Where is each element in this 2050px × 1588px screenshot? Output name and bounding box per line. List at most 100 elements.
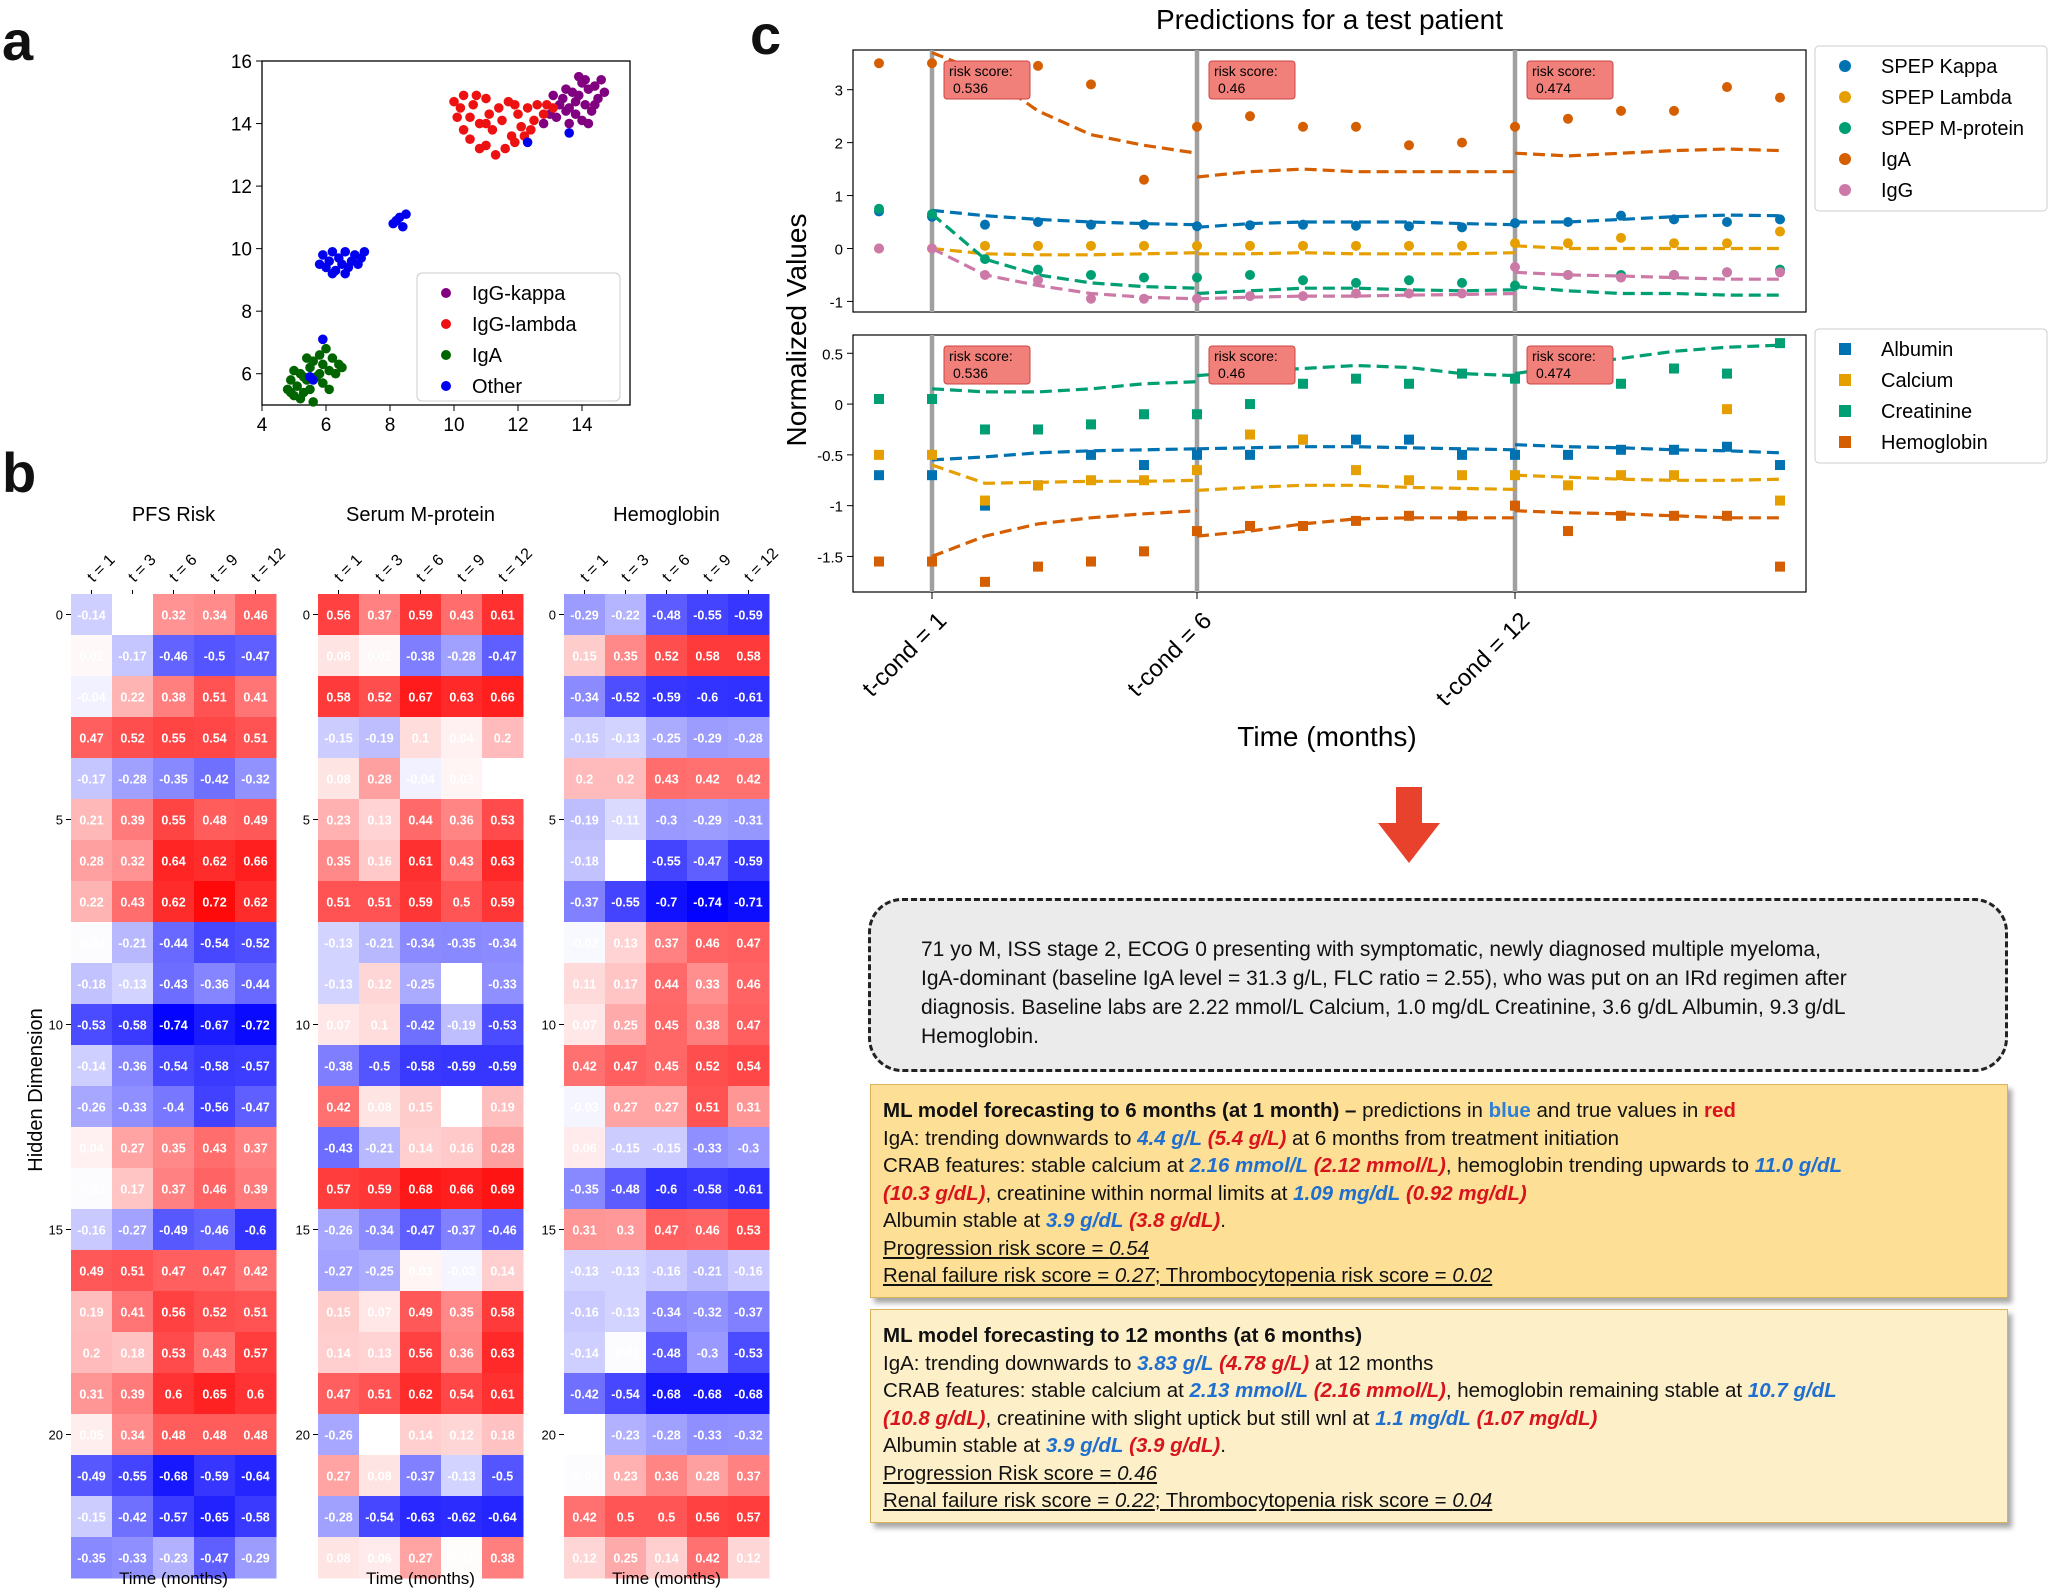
observed-point: [1086, 419, 1096, 430]
heatmap-cell: [605, 1414, 647, 1456]
heatmap-value: 0.37: [654, 937, 678, 951]
plot-a-point: [497, 115, 507, 126]
heatmap-value: -0.6: [245, 1224, 267, 1238]
heatmap-cell: [441, 717, 483, 759]
heatmap-cell: [318, 717, 360, 759]
heatmap-cell: [482, 676, 524, 718]
plot-a-point: [455, 103, 466, 113]
heatmap-value: 0.63: [449, 691, 473, 705]
heatmap-cell: [112, 1127, 154, 1169]
observed-point: [1351, 515, 1361, 526]
heatmap-value: -0.37: [570, 896, 599, 910]
heatmap-row-label: 0: [56, 608, 63, 623]
plot-a-point: [561, 106, 571, 116]
observed-point: [1245, 269, 1255, 280]
heatmap-value: 0.34: [202, 609, 226, 623]
heatmap-cell: [194, 1496, 236, 1538]
observed-point: [1669, 444, 1679, 455]
heatmap-cell: [112, 1291, 154, 1333]
heatmap-cell: [235, 676, 277, 718]
plot-a-point: [340, 246, 351, 257]
heatmap-value: 0.37: [161, 1183, 185, 1197]
observed-point: [1722, 238, 1732, 249]
heatmap-value: 0.2: [576, 773, 593, 787]
heatmap-value: -0.3: [738, 1142, 760, 1156]
heatmap-value: 0.39: [243, 1183, 267, 1197]
heatmap-cell: [728, 922, 770, 964]
heatmap-value: 0.62: [161, 896, 185, 910]
plot-a-point: [318, 334, 328, 345]
heatmap-cell: [687, 1168, 729, 1210]
heatmap-value: -0.46: [159, 650, 188, 664]
chart-c-xtick-label: t-cond = 12: [1431, 607, 1535, 711]
heatmap-cell: [728, 1496, 770, 1538]
plot-a-point: [465, 134, 475, 144]
chart-c-ytick-label: 0: [835, 397, 843, 414]
heatmap-value: 0.42: [572, 1060, 596, 1074]
heatmap-value: -0.34: [570, 691, 599, 705]
heatmap-value: -0.35: [77, 1552, 106, 1566]
plot-a-point: [522, 137, 533, 148]
observed-point: [874, 449, 884, 460]
plot-a-point: [305, 384, 315, 395]
plot-a-point: [318, 359, 328, 370]
heatmap-cell: [71, 676, 113, 718]
heatmap-value: -0.34: [488, 937, 517, 951]
heatmap-value: -0.54: [365, 1511, 394, 1525]
heatmap-value: -0.49: [77, 1470, 106, 1484]
heatmap-value: -0.33: [118, 1101, 147, 1115]
heatmap-cell: [687, 1455, 729, 1497]
heatmap-row-label: 10: [542, 1018, 556, 1033]
observed-point: [1245, 220, 1255, 231]
heatmap-cell: [359, 1045, 401, 1087]
heatmap-cell: [646, 1373, 688, 1415]
heatmap-cell: [441, 1414, 483, 1456]
observed-point: [1669, 363, 1679, 374]
heatmap-cell: [441, 635, 483, 677]
forecast-crab-line: CRAB features: stable calcium at 2.13 mm…: [883, 1379, 1837, 1402]
heatmap-cell: [400, 922, 442, 964]
heatmap-cell: [318, 1414, 360, 1456]
prediction-line: [931, 509, 1198, 558]
plot-a-point: [564, 118, 574, 129]
observed-point: [1245, 520, 1255, 531]
heatmap-value: 0.53: [736, 1224, 760, 1238]
heatmap-cell: [71, 635, 113, 677]
heatmap-cell: [482, 1291, 524, 1333]
heatmap-value: -0.03: [447, 1265, 476, 1279]
heatmap-cell: [71, 1168, 113, 1210]
risk-score-box: [943, 60, 1031, 100]
heatmap-cell: [441, 799, 483, 841]
heatmap-cell: [400, 1168, 442, 1210]
heatmap-value: 0.34: [120, 1429, 144, 1443]
heatmap-column-label: t = 9: [700, 551, 734, 585]
heatmap-cell: [400, 1291, 442, 1333]
heatmap-value: 0.35: [326, 855, 350, 869]
heatmap-value: -0.16: [652, 1265, 681, 1279]
heatmap-value: 0.52: [202, 1306, 226, 1320]
heatmap-cell: [646, 1537, 688, 1579]
heatmap-value: -0.59: [734, 855, 763, 869]
heatmap-value: -0.43: [324, 1142, 353, 1156]
legend-label: SPEP Kappa: [1881, 56, 1998, 78]
observed-point: [1351, 240, 1361, 251]
heatmap-cell: [112, 1537, 154, 1579]
heatmap-value: -0.27: [118, 1224, 147, 1238]
observed-point: [1616, 444, 1626, 455]
heatmap-value: 0.27: [654, 1101, 678, 1115]
heatmap-cell: [646, 1168, 688, 1210]
heatmap-value: -0.5: [369, 1060, 391, 1074]
plot-a-point: [359, 246, 370, 257]
heatmap-value: -0.59: [734, 609, 763, 623]
observed-point: [1192, 409, 1202, 420]
heatmap-cell: [564, 1168, 606, 1210]
heatmap-value: -0.03: [570, 1101, 599, 1115]
observed-point: [1404, 475, 1414, 486]
heatmap-cell: [194, 1332, 236, 1374]
observed-point: [1245, 111, 1255, 122]
prediction-line: [1514, 473, 1781, 482]
plot-a-point: [318, 378, 328, 388]
heatmap-cell: [646, 840, 688, 882]
plot-a-ytick-label: 12: [231, 177, 252, 198]
heatmap-value: -0.28: [652, 1429, 681, 1443]
